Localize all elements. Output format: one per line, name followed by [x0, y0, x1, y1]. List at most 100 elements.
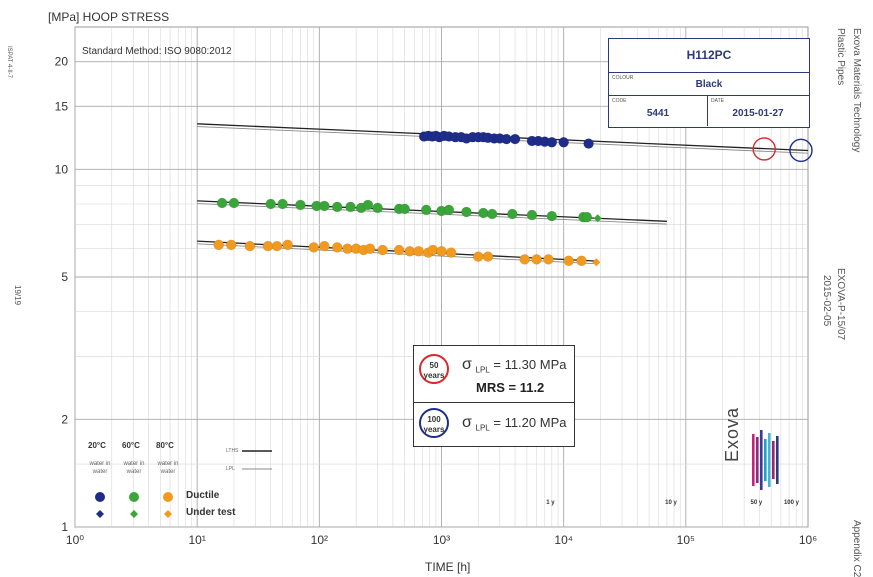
code-value: 5441 [646, 108, 670, 119]
x-tick-label: 10⁵ [677, 533, 695, 547]
data-point [420, 204, 432, 216]
colour-row: COLOUR Black [609, 73, 809, 96]
data-point [295, 199, 306, 211]
x-axis-title: TIME [h] [425, 560, 471, 574]
lifetime-marker [752, 137, 776, 161]
data-point [228, 197, 240, 209]
logo-bar [756, 437, 759, 483]
logo-bar [760, 430, 763, 490]
y-axis-title: [MPa] HOOP STRESS [48, 10, 170, 24]
data-point [216, 197, 228, 209]
sigma-100-sub: LPL [475, 423, 490, 433]
data-point [478, 207, 489, 219]
logo-bar [776, 436, 779, 484]
data-point [519, 254, 530, 265]
side-label-right-mid: EXOVA-P-15/07 [835, 268, 846, 341]
y-tick-label: 15 [55, 99, 69, 113]
sigma-50-value: = 11.30 MPa [493, 357, 567, 372]
sigma-100-value: = 11.20 MPa [493, 415, 567, 430]
data-point [393, 244, 405, 256]
legend-ductile-60 [129, 492, 139, 502]
y-tick-label: 2 [61, 412, 68, 426]
y-tick-label: 1 [61, 520, 68, 534]
mrs-value: MRS = 11.2 [476, 380, 545, 395]
legend-under-test-icon [164, 510, 172, 518]
data-point [473, 251, 484, 262]
data-point [581, 211, 593, 223]
data-point [558, 137, 569, 148]
data-point [413, 246, 424, 257]
data-point [282, 239, 293, 251]
code-cell: CODE 5441 [609, 96, 708, 126]
date-cell: DATE 2015-01-27 [708, 96, 808, 126]
legend-medium-80: water in water [157, 461, 179, 475]
data-point [213, 239, 224, 251]
legend-under-test-icon [96, 510, 104, 518]
data-point [265, 198, 276, 210]
years-100-badge: 100 years [419, 408, 449, 438]
legend-lpl-label: LPL [226, 466, 235, 472]
side-label-left-mid: 19/19 [13, 285, 22, 306]
y-tick-label: 10 [55, 162, 69, 176]
data-point [526, 209, 538, 221]
sigma-50-line: σ LPL = 11.30 MPa [462, 356, 566, 375]
legend-medium-60: water in water [123, 461, 145, 475]
legend-ductile-80 [163, 492, 173, 502]
y-tick-label: 20 [55, 55, 69, 69]
data-point [308, 242, 319, 253]
x-tick-label: 10³ [433, 533, 450, 547]
legend-lths-label: LTHS [226, 448, 239, 454]
years-50-number: 50 [429, 361, 439, 370]
data-point [399, 203, 410, 215]
sigma-50-symbol: σ [462, 356, 472, 373]
data-point [531, 254, 542, 265]
x-tick-label: 10⁰ [66, 533, 84, 547]
date-value: 2015-01-27 [732, 108, 784, 119]
data-point [262, 240, 274, 252]
x-tick-label: 10⁴ [554, 533, 573, 547]
years-50-unit: years [423, 371, 445, 380]
legend-under-test-icon [130, 510, 138, 518]
data-point [345, 201, 356, 213]
data-point [271, 240, 283, 252]
lifetime-marker [789, 138, 813, 163]
legend-ductile-label: Ductile [186, 490, 220, 501]
data-point [331, 201, 343, 213]
years-100-unit: years [423, 425, 445, 434]
side-label-right-top: Plastic Pipes [835, 28, 846, 86]
sigma-100-symbol: σ [462, 414, 472, 431]
colour-value: Black [695, 79, 723, 90]
data-point [436, 246, 447, 257]
standard-method-label: Standard Method: ISO 9080:2012 [82, 46, 232, 57]
y-tick-label: 5 [61, 270, 68, 284]
results-divider [414, 402, 574, 403]
exova-logo-text: Exova [722, 406, 742, 462]
legend-temp-20: 20°C [88, 441, 106, 450]
data-point [509, 133, 521, 145]
legend-ductile-20 [95, 492, 105, 502]
data-point [576, 255, 587, 267]
years-50-badge: 50 years [419, 354, 449, 384]
data-point [372, 202, 383, 214]
year-label: 1 y [546, 500, 555, 506]
data-point [445, 247, 457, 258]
data-point [362, 199, 374, 211]
side-label-left-top: ISPAT 4-II-7 [6, 46, 12, 79]
legend-temp-80: 80°C [156, 441, 174, 450]
year-label: 10 y [665, 500, 677, 506]
data-point [427, 244, 439, 256]
material-name: H112PC [609, 39, 809, 73]
legend-medium-20: water in water [89, 461, 111, 475]
data-point [546, 137, 558, 148]
data-point [507, 208, 518, 220]
x-tick-label: 10⁶ [799, 533, 817, 547]
under-test-point [593, 214, 602, 223]
sigma-100-line: σ LPL = 11.20 MPa [462, 414, 566, 433]
material-info-box: H112PC COLOUR Black CODE 5441 DATE 2015-… [608, 38, 810, 128]
legend-temp-60: 60°C [122, 441, 140, 450]
data-point [543, 254, 554, 265]
x-tick-label: 10² [311, 533, 328, 547]
data-point [563, 255, 574, 267]
side-label-right-top2: Exova Materials Technology [851, 28, 862, 153]
data-point [319, 200, 330, 212]
